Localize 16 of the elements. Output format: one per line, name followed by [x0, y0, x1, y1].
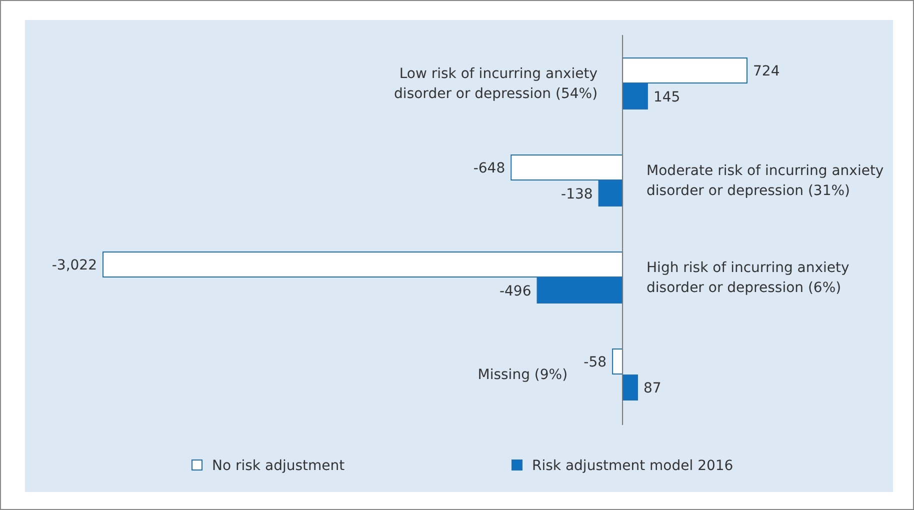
data-label: 724 — [753, 63, 780, 80]
bar — [612, 348, 624, 374]
bar — [622, 374, 638, 400]
data-label: 87 — [643, 380, 662, 396]
y-tick-label: Missing (9%) — [478, 366, 568, 383]
data-label: -496 — [499, 283, 532, 300]
y-tick-label: High risk of incurring anxiety disorder or depression (6%) — [646, 260, 850, 296]
data-label: -3,022 — [52, 257, 97, 274]
legend-label: Risk adjustment model 2016 — [532, 458, 734, 474]
y-tick-label: Moderate risk of incurring anxiety disorder or depression (31%) — [646, 162, 884, 199]
legend-label: No risk adjustment — [212, 458, 346, 474]
data-label: 145 — [653, 89, 680, 106]
data-label: -58 — [584, 354, 607, 370]
y-tick-label: Low risk of incurring anxiety disorder or depression (54%) — [394, 66, 598, 102]
data-label: -648 — [473, 160, 506, 176]
data-label: -138 — [561, 186, 593, 202]
